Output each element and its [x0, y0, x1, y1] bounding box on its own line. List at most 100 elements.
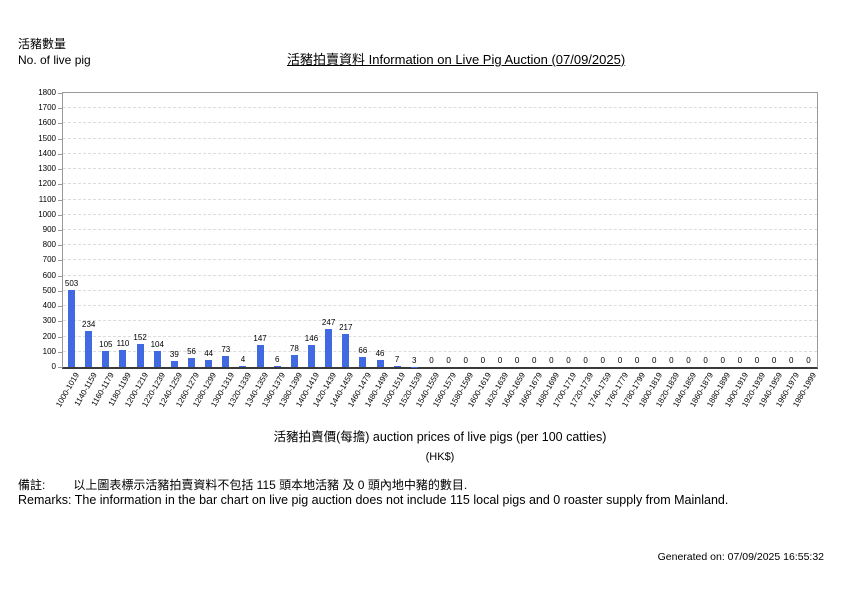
y-tick-label: 1400	[38, 148, 56, 158]
bar-value-label: 0	[566, 356, 571, 365]
bar-value-label: 56	[187, 347, 196, 357]
bar-value-label: 66	[358, 345, 368, 355]
bar-value-label: 0	[771, 356, 777, 365]
y-tick-mark	[58, 230, 62, 231]
y-tick-label: 1000	[38, 209, 56, 219]
remarks-text-zh: 以上圖表標示活豬拍賣資料不包括 115 頭本地活豬 及 0 頭內地中豬的數目.	[73, 478, 468, 492]
bar-value-label: 0	[532, 356, 537, 365]
remarks-line-zh: 備註: 以上圖表標示活豬拍賣資料不包括 115 頭本地活豬 及 0 頭內地中豬的數…	[18, 476, 467, 493]
bar	[393, 365, 401, 367]
bar-value-label: 0	[600, 356, 606, 365]
bar-value-label: 0	[720, 356, 725, 365]
bar	[188, 358, 196, 367]
bar-value-label: 0	[737, 356, 743, 365]
bar-value-label: 0	[703, 356, 708, 365]
y-tick-mark	[58, 93, 62, 94]
y-axis-title-zh: 活豬數量	[18, 37, 67, 51]
bar	[68, 290, 76, 367]
y-tick-mark	[58, 108, 62, 110]
y-tick-mark	[58, 214, 62, 216]
bar	[222, 355, 230, 367]
bar-value-label: 503	[64, 279, 79, 289]
gridline	[63, 259, 817, 261]
bar-value-label: 0	[497, 356, 503, 365]
bar-value-label: 147	[253, 333, 267, 343]
bar	[307, 344, 315, 367]
y-tick-mark	[58, 184, 62, 186]
bar-value-label: 39	[169, 350, 179, 360]
bar	[273, 366, 281, 367]
bar	[359, 356, 367, 367]
y-tick-mark	[58, 199, 62, 201]
gridline	[63, 152, 817, 154]
generated-timestamp: Generated on: 07/09/2025 16:55:32	[657, 551, 824, 563]
y-tick-mark	[58, 275, 62, 277]
bar	[153, 351, 161, 367]
bar	[239, 366, 247, 367]
remarks-label-zh: 備註:	[18, 478, 46, 492]
y-tick-mark	[58, 245, 62, 247]
y-tick-label: 600	[42, 270, 56, 280]
bar-value-label: 234	[82, 320, 96, 330]
y-axis-title: 活豬數量 No. of live pig	[18, 36, 91, 68]
bar-value-label: 105	[99, 340, 113, 350]
y-tick-mark	[58, 306, 62, 308]
bar-value-label: 0	[634, 356, 640, 365]
y-tick-label: 1200	[38, 179, 56, 189]
bar	[342, 333, 350, 367]
x-axis-title: 活豬拍賣價(每擔) auction prices of live pigs (p…	[273, 430, 607, 444]
bar-value-label: 0	[686, 356, 691, 365]
y-tick-label: 700	[42, 255, 56, 265]
bar-value-label: 0	[806, 356, 811, 365]
bar	[119, 350, 127, 367]
bar-value-label: 3	[412, 355, 417, 365]
gridline	[63, 213, 817, 215]
y-tick-mark	[58, 138, 62, 140]
y-tick-label: 1800	[38, 88, 56, 97]
bar	[102, 351, 110, 367]
y-tick-mark	[58, 153, 62, 155]
y-tick-label: 1600	[38, 118, 56, 128]
gridline	[63, 229, 817, 230]
gridline	[63, 244, 817, 246]
bar	[376, 360, 384, 367]
gridline	[63, 168, 817, 170]
y-tick-mark	[58, 351, 62, 353]
y-tick-label: 0	[51, 362, 56, 371]
bar-value-label: 217	[339, 322, 353, 332]
y-tick-mark	[58, 321, 62, 323]
bar-value-label: 0	[617, 356, 623, 365]
bar-value-label: 152	[133, 332, 147, 342]
bar	[85, 331, 93, 367]
y-tick-label: 200	[42, 331, 56, 341]
y-tick-label: 800	[42, 240, 56, 250]
gridline	[63, 289, 817, 291]
y-tick-label: 400	[42, 301, 56, 311]
bar	[170, 361, 178, 367]
bar-chart-plot-area: 503 234 105 110 152 104 39 56 44 73 4 147 6 78 146 247 2…	[62, 92, 818, 369]
bar-value-label: 0	[514, 356, 520, 365]
remarks-line-en: Remarks: The information in the bar char…	[18, 493, 729, 507]
gridline	[63, 122, 817, 124]
y-tick-mark	[58, 367, 62, 368]
bar-value-label: 0	[463, 356, 468, 365]
bar-value-label: 0	[549, 356, 554, 365]
y-tick-label: 300	[42, 316, 56, 326]
bar-value-label: 73	[221, 344, 231, 354]
bar-value-label: 0	[446, 356, 451, 365]
y-tick-label: 100	[42, 346, 56, 356]
bar	[325, 329, 333, 367]
bar-value-label: 110	[116, 339, 130, 349]
bar-value-label: 146	[304, 333, 319, 343]
bar	[256, 344, 264, 367]
page-title: 活豬拍賣資料 Information on Live Pig Auction (…	[287, 52, 626, 67]
y-tick-mark	[58, 123, 62, 125]
bar-value-label: 0	[789, 356, 794, 365]
bar	[205, 360, 213, 367]
bar-value-label: 46	[375, 349, 385, 358]
y-tick-label: 1500	[38, 133, 56, 143]
gridline	[63, 137, 817, 139]
bar-value-label: 0	[429, 356, 434, 365]
bar-value-label: 6	[274, 355, 280, 365]
